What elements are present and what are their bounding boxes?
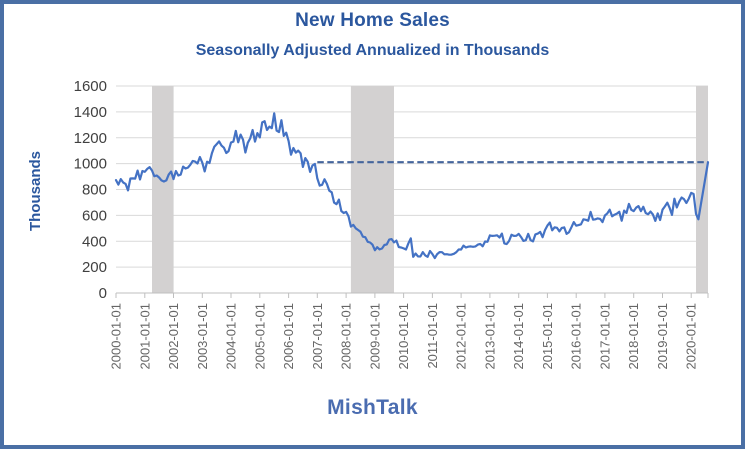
y-axis-tick-label: 600: [82, 207, 107, 224]
x-axis-tick-label: 2011-01-01: [425, 303, 440, 369]
y-axis-tick-label: 200: [82, 259, 107, 276]
recession-band: [696, 86, 708, 293]
x-axis-tick-label: 2014-01-01: [511, 303, 526, 370]
x-axis-tick-label: 2018-01-01: [626, 303, 641, 370]
y-axis-tick-label: 400: [82, 233, 107, 250]
x-axis-tick-label: 2017-01-01: [597, 303, 612, 370]
x-axis-tick-label: 2010-01-01: [396, 303, 411, 370]
y-axis-tick-label: 1200: [74, 130, 107, 147]
x-axis-tick-label: 2000-01-01: [109, 303, 124, 370]
y-axis-tick-label: 800: [82, 182, 107, 199]
x-axis-tick-label: 2002-01-01: [166, 303, 181, 370]
x-axis-tick-label: 2015-01-01: [540, 303, 555, 370]
x-axis-tick-label: 2003-01-01: [195, 303, 210, 370]
x-axis-tick-label: 2012-01-01: [454, 303, 469, 370]
plot-area: 2000-01-01 2001-01-01 2002-01-01 2003-01-01…: [74, 78, 710, 370]
x-axis-tick-label: 2019-01-01: [655, 303, 670, 370]
y-axis-tick-label: 0: [99, 285, 107, 302]
footer-brand: MishTalk: [327, 396, 418, 419]
x-axis-tick-label: 2001-01-01: [137, 303, 152, 370]
x-axis-tick-label: 2016-01-01: [569, 303, 584, 370]
recession-band: [350, 86, 394, 293]
x-axis-tick-label: 2005-01-01: [252, 303, 267, 370]
chart-title: New Home Sales: [295, 10, 450, 31]
x-axis-tick-label: 2004-01-01: [224, 303, 239, 370]
recession-band: [152, 86, 174, 293]
x-axis-tick-label: 2013-01-01: [482, 303, 497, 370]
chart-subtitle: Seasonally Adjusted Annualized in Thousa…: [195, 42, 550, 59]
y-axis-tick-label: 1000: [74, 156, 107, 173]
x-axis-tick-label: 2007-01-01: [310, 303, 325, 370]
y-axis-tick-label: 1600: [74, 78, 107, 95]
y-axis-tick-label: 1400: [74, 104, 107, 121]
x-axis-tick-label: 2009-01-01: [367, 303, 382, 370]
series-line: [114, 112, 710, 260]
x-axis-tick-label: 2008-01-01: [339, 303, 354, 370]
x-axis-tick-label: 2006-01-01: [281, 303, 296, 370]
x-axis-tick-label: 2020-01-01: [684, 303, 699, 370]
